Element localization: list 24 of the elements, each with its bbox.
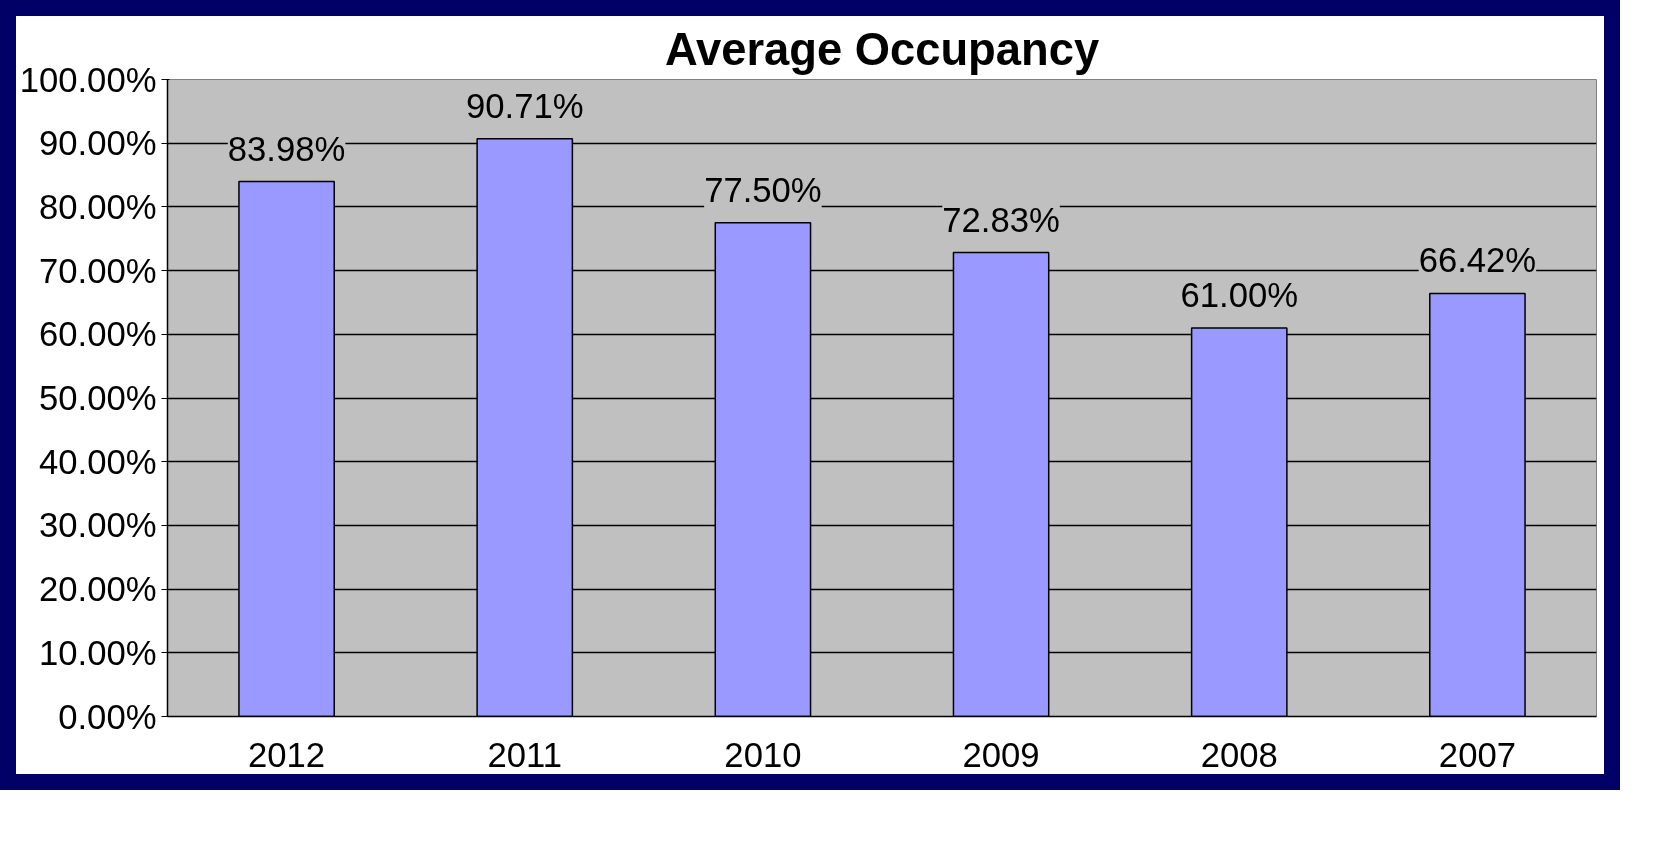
data-label: 90.71% <box>465 86 584 125</box>
x-tick-label: 2009 <box>962 735 1040 774</box>
y-tick-label: 10.00% <box>38 633 157 672</box>
data-label: 61.00% <box>1180 275 1299 314</box>
x-tick-label: 2010 <box>724 735 802 774</box>
y-tick-label: 70.00% <box>38 251 157 290</box>
x-tick-label: 2011 <box>487 735 563 774</box>
data-label: 72.83% <box>942 200 1060 239</box>
y-tick-label: 20.00% <box>38 570 157 609</box>
data-label: 66.42% <box>1418 241 1537 280</box>
x-tick-label: 2012 <box>248 735 326 774</box>
y-tick-label: 30.00% <box>38 506 157 545</box>
y-tick-label: 100.00% <box>19 60 157 99</box>
data-label: 77.50% <box>704 170 822 209</box>
y-tick-label: 0.00% <box>58 697 157 736</box>
y-tick-label: 80.00% <box>38 187 157 226</box>
y-tick-label: 50.00% <box>38 379 157 417</box>
y-tick-label: 90.00% <box>38 124 157 163</box>
data-label: 83.98% <box>227 129 346 168</box>
x-tick-label: 2008 <box>1200 735 1278 774</box>
y-tick-label: 40.00% <box>38 442 157 481</box>
y-tick-label: 60.00% <box>38 315 157 354</box>
chart-title: Average Occupancy <box>664 23 1100 75</box>
x-tick-label: 2007 <box>1438 735 1516 774</box>
